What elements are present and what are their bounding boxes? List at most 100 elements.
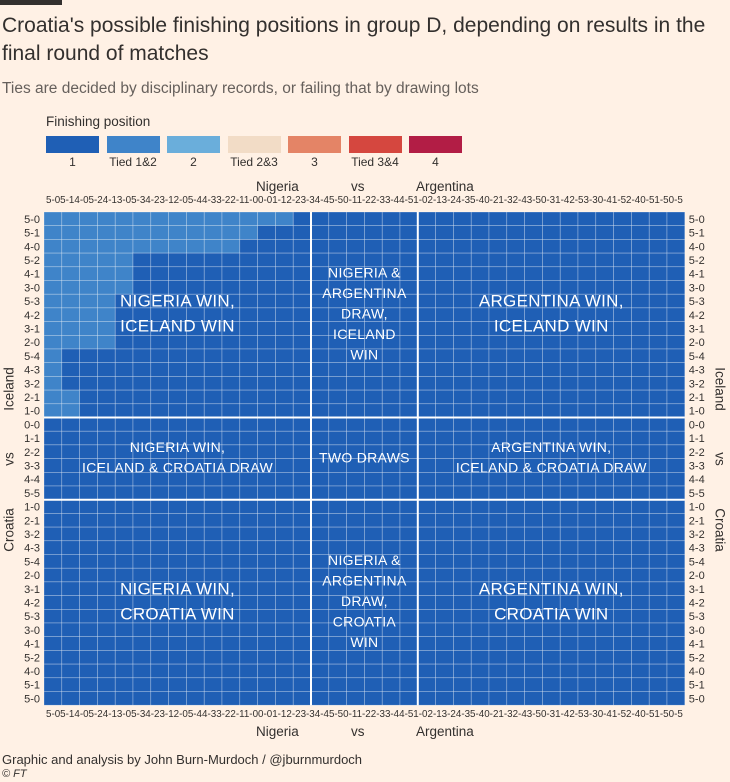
heatmap-cell bbox=[97, 430, 116, 446]
region-label: CROATIA WIN bbox=[494, 604, 608, 623]
heatmap-cell bbox=[239, 499, 258, 514]
heatmap-cell bbox=[613, 252, 632, 268]
heatmap-cell bbox=[203, 321, 223, 336]
heatmap-cell bbox=[435, 471, 454, 487]
heatmap-cell bbox=[114, 540, 134, 555]
heatmap-cell bbox=[613, 554, 632, 569]
heatmap-cell bbox=[186, 225, 205, 240]
heatmap-cell bbox=[613, 526, 632, 542]
heatmap-cell bbox=[631, 430, 650, 446]
heatmap-cell bbox=[328, 225, 347, 240]
heatmap-cell bbox=[595, 225, 614, 240]
heatmap-cell bbox=[666, 622, 686, 637]
heatmap-cell bbox=[399, 677, 419, 692]
heatmap-cell bbox=[666, 417, 686, 432]
heatmap-cell bbox=[292, 280, 312, 295]
heatmap-cell bbox=[666, 266, 686, 281]
heatmap-cell bbox=[453, 622, 472, 637]
y-tick-label-right: 3-2 bbox=[689, 529, 705, 541]
heatmap-cell bbox=[399, 526, 419, 542]
heatmap-cell bbox=[257, 663, 276, 679]
heatmap-cell bbox=[435, 622, 454, 637]
heatmap-cell bbox=[275, 266, 294, 281]
heatmap-cell bbox=[221, 595, 241, 610]
y-tick-label-left: 5-0 bbox=[24, 214, 40, 226]
heatmap-cell bbox=[542, 567, 561, 583]
legend-swatch bbox=[227, 136, 281, 153]
heatmap-cell bbox=[381, 485, 401, 500]
heatmap-cell bbox=[613, 376, 632, 391]
heatmap-cell bbox=[648, 211, 668, 226]
heatmap-cell bbox=[79, 430, 98, 446]
heatmap-cell bbox=[577, 581, 597, 596]
y-tick-label-left: 4-4 bbox=[24, 474, 40, 486]
heatmap-cell bbox=[364, 513, 383, 528]
heatmap-cell bbox=[275, 554, 294, 569]
heatmap-cell bbox=[648, 567, 668, 583]
heatmap-cell bbox=[542, 650, 561, 665]
heatmap-cell bbox=[132, 403, 152, 418]
heatmap-cell bbox=[648, 266, 668, 281]
heatmap-cell bbox=[186, 334, 205, 350]
heatmap-cell bbox=[559, 430, 579, 446]
heatmap-cell bbox=[61, 334, 80, 350]
heatmap-cell bbox=[346, 307, 365, 322]
legend-label: 1 bbox=[69, 155, 76, 169]
y-tick-label-right: 5-2 bbox=[689, 255, 705, 267]
y-tick-label-right: 3-1 bbox=[689, 323, 705, 335]
heatmap-cell bbox=[43, 471, 63, 487]
heatmap-cell bbox=[114, 334, 134, 350]
heatmap-cell bbox=[470, 608, 490, 624]
heatmap-cell bbox=[559, 376, 579, 391]
heatmap-cell bbox=[381, 471, 401, 487]
heatmap-cell bbox=[524, 225, 543, 240]
heatmap-cell bbox=[488, 334, 508, 350]
heatmap-cell bbox=[203, 376, 223, 391]
heatmap-cell bbox=[221, 321, 241, 336]
heatmap-cell bbox=[559, 608, 579, 624]
heatmap-cell bbox=[577, 225, 597, 240]
heatmap-cell bbox=[328, 663, 347, 679]
heatmap-cell bbox=[470, 581, 490, 596]
heatmap-cell bbox=[417, 362, 436, 377]
heatmap-cell bbox=[257, 485, 276, 500]
heatmap-cell bbox=[43, 581, 63, 596]
heatmap-cell bbox=[470, 540, 490, 555]
chart-title: Croatia's possible finishing positions i… bbox=[2, 14, 706, 65]
heatmap-cell bbox=[203, 293, 223, 309]
heatmap-cell bbox=[61, 540, 80, 555]
heatmap-cell bbox=[221, 362, 241, 377]
heatmap-cell bbox=[666, 321, 686, 336]
heatmap-cell bbox=[310, 485, 330, 500]
y-tick-label-right: 3-2 bbox=[689, 378, 705, 390]
heatmap-cell bbox=[150, 417, 169, 432]
heatmap-cell bbox=[221, 650, 241, 665]
heatmap-cell bbox=[506, 608, 525, 624]
heatmap-cell bbox=[399, 650, 419, 665]
heatmap-cell bbox=[577, 307, 597, 322]
heatmap-cell bbox=[577, 650, 597, 665]
heatmap-cell bbox=[364, 334, 383, 350]
heatmap-cell bbox=[97, 691, 116, 706]
heatmap-cell bbox=[97, 540, 116, 555]
legend-label: 2 bbox=[190, 155, 197, 169]
heatmap-cell bbox=[61, 581, 80, 596]
heatmap-cell bbox=[488, 567, 508, 583]
heatmap-cell bbox=[97, 622, 116, 637]
heatmap-cell bbox=[435, 677, 454, 692]
heatmap-cell bbox=[435, 293, 454, 309]
heatmap-cell bbox=[524, 608, 543, 624]
heatmap-cell bbox=[257, 307, 276, 322]
heatmap-cell bbox=[150, 444, 169, 459]
legend-label: 4 bbox=[432, 155, 439, 169]
bottom-axis-team-left: Nigeria bbox=[256, 724, 299, 739]
heatmap-cell bbox=[79, 321, 98, 336]
heatmap-cell bbox=[506, 430, 525, 446]
heatmap-cell bbox=[542, 608, 561, 624]
heatmap-cell bbox=[524, 471, 543, 487]
heatmap-cell bbox=[453, 540, 472, 555]
heatmap-cell bbox=[470, 307, 490, 322]
heatmap-cell bbox=[346, 348, 365, 363]
heatmap-cell bbox=[666, 211, 686, 226]
heatmap-cell bbox=[61, 280, 80, 295]
